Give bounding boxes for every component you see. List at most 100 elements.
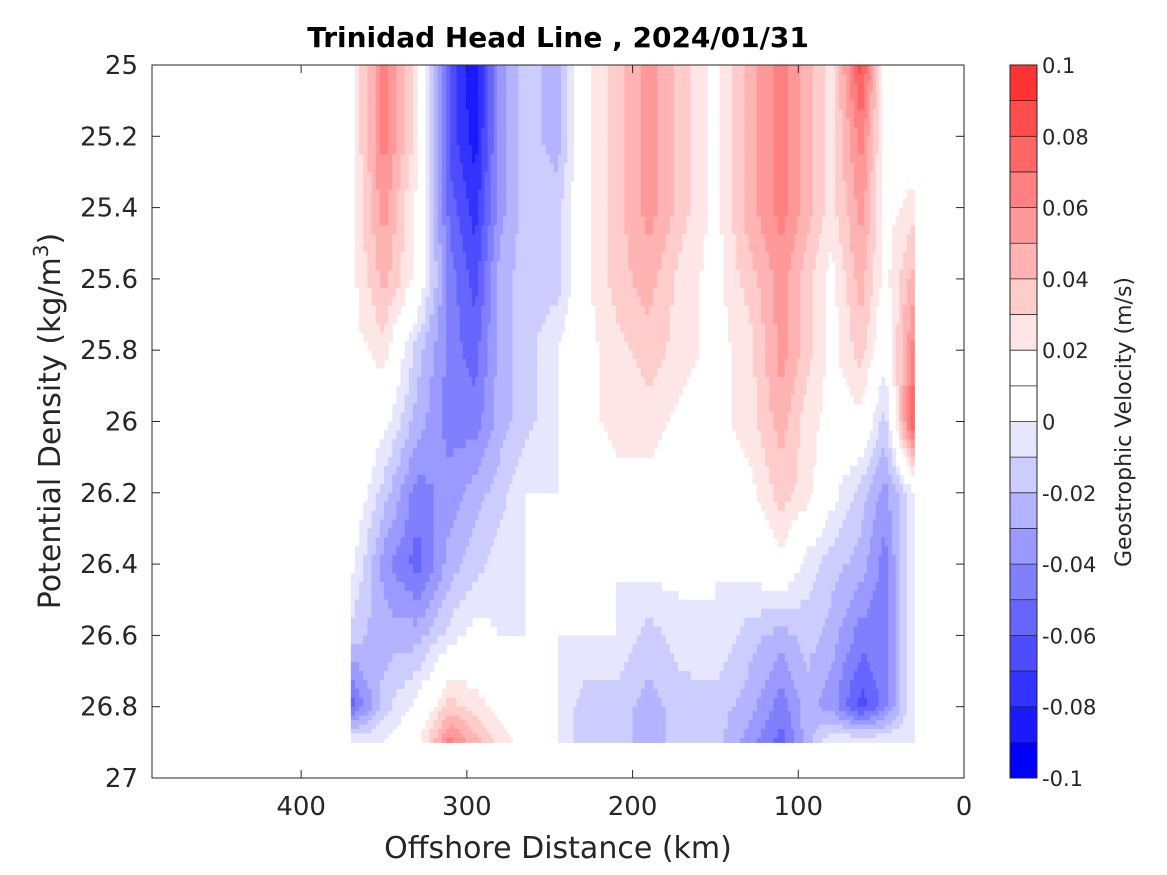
contour-cell <box>815 109 820 120</box>
contour-cell <box>769 394 775 405</box>
contour-cell <box>636 154 642 164</box>
contour-cell <box>690 171 696 182</box>
contour-cell <box>564 243 568 253</box>
contour-cell <box>669 368 675 378</box>
contour-cell <box>537 243 543 253</box>
contour-cell <box>732 376 737 387</box>
contour-cell <box>493 394 498 405</box>
contour-cell <box>794 323 798 333</box>
contour-cell <box>484 296 489 307</box>
contour-cell <box>678 243 683 253</box>
contour-cell <box>506 65 510 75</box>
contour-cell <box>561 296 565 307</box>
contour-cell <box>611 73 617 84</box>
contour-cell <box>632 332 638 342</box>
contour-cell <box>524 198 530 209</box>
contour-cell <box>529 180 534 191</box>
contour-cell <box>537 163 543 173</box>
contour-cell <box>518 287 523 298</box>
contour-cell <box>558 189 562 200</box>
contour-cell <box>736 82 741 93</box>
contour-cell <box>645 198 650 209</box>
contour-cell <box>895 359 900 369</box>
contour-cell <box>429 243 435 253</box>
contour-cell <box>564 198 568 209</box>
contour-cell <box>450 305 454 316</box>
contour-cell <box>653 314 659 325</box>
contour-cell <box>408 394 414 405</box>
contour-cell <box>653 359 659 369</box>
contour-cell <box>653 100 659 111</box>
contour-cell <box>732 305 737 316</box>
contour-cell <box>838 189 844 200</box>
contour-cell <box>857 189 862 200</box>
contour-cell <box>524 171 530 182</box>
contour-cell <box>723 136 729 146</box>
contour-cell <box>453 296 458 307</box>
contour-cell <box>878 82 883 93</box>
contour-cell <box>404 82 410 93</box>
contour-cell <box>487 385 492 396</box>
contour-cell <box>472 65 476 75</box>
contour-cell <box>690 341 696 351</box>
contour-cell <box>611 296 617 307</box>
contour-cell <box>694 314 700 325</box>
contour-cell <box>653 412 659 423</box>
contour-cell <box>620 385 625 396</box>
contour-cell <box>462 323 467 333</box>
contour-cell <box>465 91 470 102</box>
contour-cell <box>910 368 915 378</box>
contour-cell <box>496 109 501 120</box>
contour-cell <box>794 163 798 173</box>
contour-cell <box>475 269 479 280</box>
contour-cell <box>773 359 779 369</box>
contour-cell <box>800 412 805 423</box>
contour-cell <box>400 261 406 271</box>
contour-cell <box>379 145 385 155</box>
contour-cell <box>603 154 609 164</box>
contour-cell <box>359 145 364 155</box>
contour-cell <box>616 82 621 93</box>
contour-cell <box>825 154 829 164</box>
contour-cell <box>797 189 801 200</box>
contour-cell <box>367 154 373 164</box>
contour-cell <box>784 180 789 191</box>
contour-cell <box>425 376 431 387</box>
contour-cell <box>632 136 638 146</box>
contour-cell <box>891 323 897 333</box>
contour-cell <box>628 207 634 218</box>
contour-cell <box>558 287 562 298</box>
contour-cell <box>506 252 510 262</box>
contour-cell <box>603 100 609 111</box>
contour-cell <box>616 225 621 235</box>
contour-cell <box>744 287 750 298</box>
contour-cell <box>433 359 439 369</box>
contour-cell <box>723 127 729 137</box>
contour-cell <box>748 180 754 191</box>
contour-cell <box>878 412 883 423</box>
contour-cell <box>727 82 733 93</box>
contour-cell <box>462 154 467 164</box>
contour-cell <box>694 207 700 218</box>
contour-cell <box>748 207 754 218</box>
contour-cell <box>553 305 559 316</box>
contour-cell <box>375 323 381 333</box>
contour-cell <box>850 145 855 155</box>
contour-cell <box>636 189 642 200</box>
contour-cell <box>509 394 514 405</box>
contour-cell <box>429 403 435 414</box>
contour-cell <box>806 287 811 298</box>
contour-cell <box>396 385 402 396</box>
contour-cell <box>800 385 805 396</box>
contour-cell <box>819 216 823 227</box>
contour-cell <box>903 296 908 307</box>
contour-cell <box>537 269 543 280</box>
contour-cell <box>524 252 530 262</box>
contour-cell <box>524 403 530 414</box>
contour-cell <box>375 466 381 476</box>
contour-cell <box>355 207 360 218</box>
contour-cell <box>769 305 775 316</box>
contour-cell <box>496 91 501 102</box>
contour-cell <box>521 171 526 182</box>
contour-cell <box>545 403 551 414</box>
